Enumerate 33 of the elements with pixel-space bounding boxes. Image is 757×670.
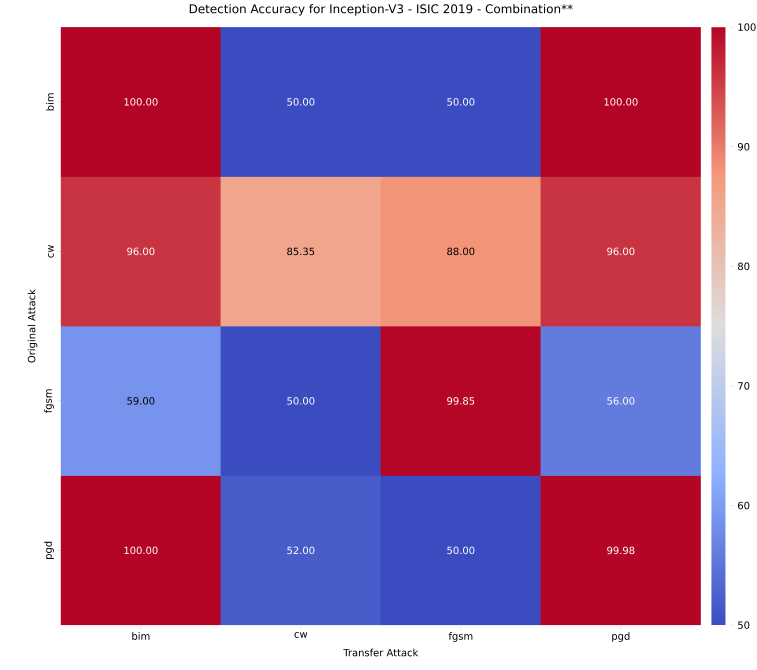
x-tick-label: pgd	[612, 632, 630, 642]
data-label: 85.35	[287, 248, 314, 256]
color-bar-label: 100	[738, 23, 756, 31]
y-tick-label: cw	[48, 244, 54, 258]
color-bar-label: 90	[738, 142, 750, 150]
data-label: 56.00	[607, 397, 634, 405]
color-bar-label: 70	[738, 382, 750, 390]
data-label: 50.00	[447, 546, 474, 554]
data-label: 88.00	[447, 248, 474, 256]
data-label: 52.00	[287, 546, 314, 554]
data-label: 59.00	[127, 397, 154, 405]
y-tick-label: pgd	[44, 542, 54, 559]
data-label: 96.00	[607, 248, 634, 256]
color-bar-label: 50	[738, 621, 750, 629]
x-tick-label: fgsm	[448, 632, 472, 642]
chart-title: Detection Accuracy for Inception-V3 - ISIC 2019 - Combination**	[190, 4, 573, 16]
data-label: 100.00	[124, 546, 158, 554]
data-label: 100.00	[124, 98, 158, 106]
color-bar-label: 60	[738, 502, 750, 510]
x-tick-label: bim	[132, 632, 150, 640]
x-axis-title: Transfer Attack	[343, 648, 418, 656]
x-tick-label: cw	[294, 632, 308, 638]
y-tick-label: bim	[46, 93, 54, 110]
data-label: 99.85	[447, 397, 474, 405]
color-bar-label: 80	[738, 262, 750, 270]
data-label: 99.98	[607, 546, 634, 554]
y-axis-title: Original Attack	[28, 289, 38, 363]
data-label: 100.00	[604, 98, 638, 106]
data-label: 96.00	[127, 248, 154, 256]
data-label: 50.00	[287, 397, 314, 405]
y-tick-label: fgsm	[44, 389, 54, 414]
data-label: 50.00	[287, 98, 314, 106]
data-label: 50.00	[447, 98, 474, 106]
